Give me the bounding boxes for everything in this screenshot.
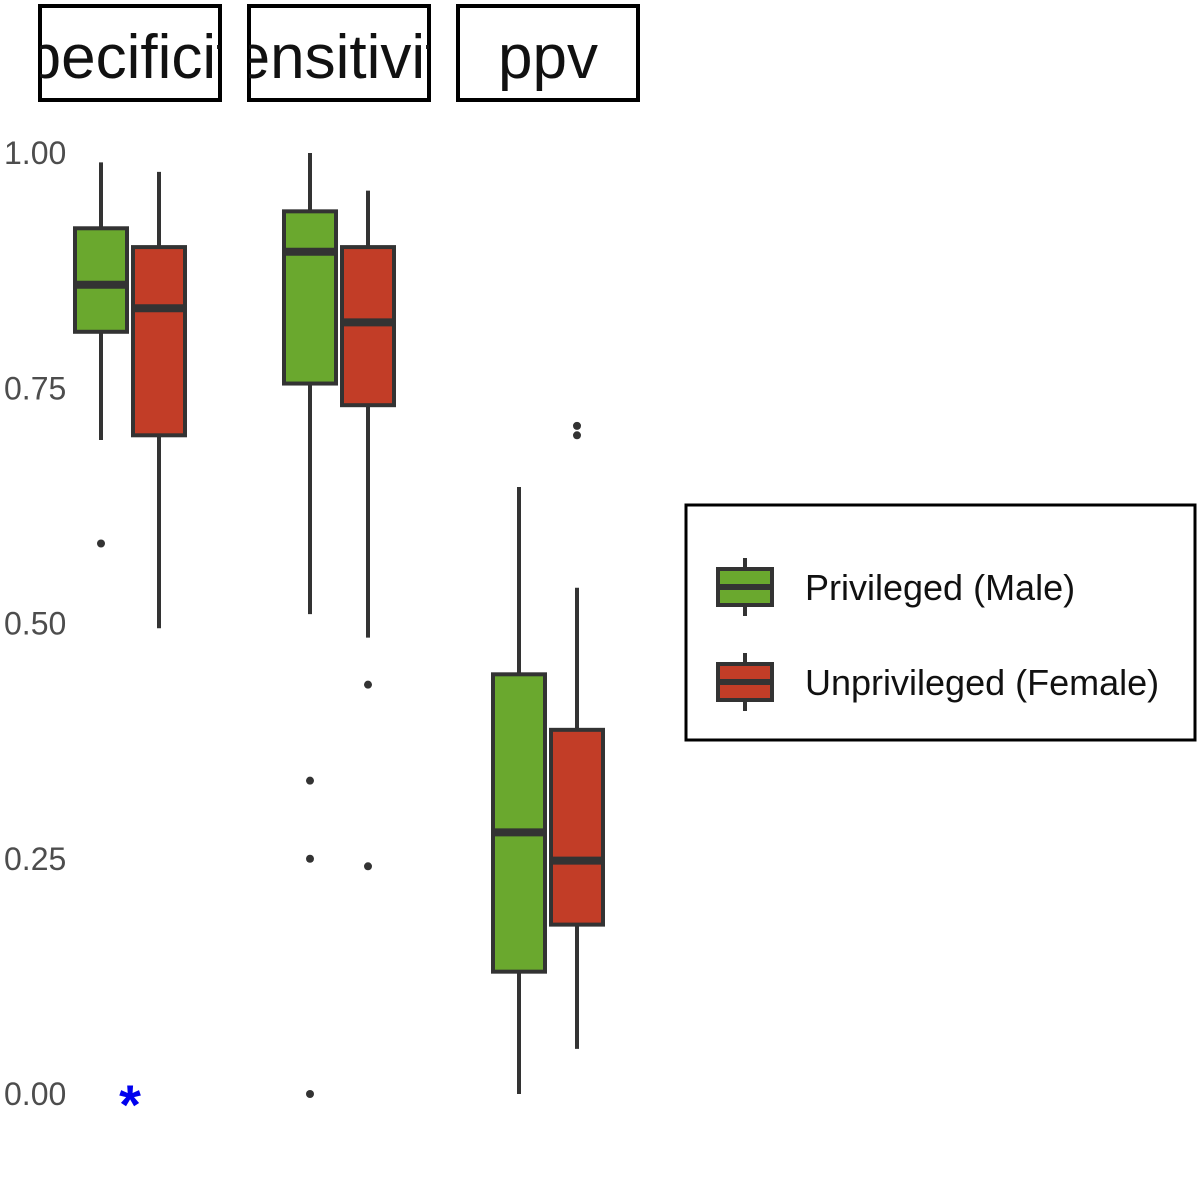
box (282, 209, 338, 386)
box-group (131, 171, 187, 629)
facet-panel (282, 153, 396, 1098)
legend-key (716, 558, 774, 616)
box (491, 672, 547, 974)
box-group (73, 162, 129, 548)
facet-strip-label: specificity (0, 23, 264, 92)
facet-strip-box (38, 4, 222, 102)
facet-strip-label: sensitivity (205, 23, 474, 92)
significance-marker: * (119, 1073, 141, 1136)
legend-label: Unprivileged (Female) (805, 662, 1159, 703)
y-tick-label: 0.00 (4, 1076, 66, 1112)
box-group (491, 487, 547, 1094)
outlier-point (306, 1090, 314, 1098)
y-tick-label: 0.75 (4, 370, 66, 406)
y-tick-label: 0.50 (4, 606, 66, 642)
box (73, 226, 129, 334)
y-axis: 0.00 0.25 0.50 0.75 1.00 (4, 135, 66, 1112)
facet-strip-box (247, 4, 431, 102)
y-tick-label: 0.25 (4, 841, 66, 877)
box-group (549, 421, 605, 1049)
outlier-point (364, 862, 372, 871)
facet-panel: * (73, 162, 187, 1136)
legend-key (716, 653, 774, 711)
outlier-point (306, 776, 314, 785)
box-group (340, 190, 396, 871)
facet-strip-box (456, 4, 640, 102)
box-group (282, 153, 338, 1098)
legend-label: Privileged (Male) (805, 567, 1075, 608)
box (549, 727, 605, 927)
outlier-point (573, 421, 581, 430)
facet-panel (491, 421, 605, 1094)
facet-panels: * (73, 153, 605, 1136)
outlier-point (573, 431, 581, 440)
y-tick-label: 1.00 (4, 135, 66, 171)
legend: Privileged (Male) Unprivileged (Female) (684, 503, 1197, 742)
legend-box (684, 503, 1197, 742)
box (131, 245, 187, 438)
facet-strip-label: ppv (498, 23, 598, 92)
outlier-point (364, 680, 372, 689)
outlier-point (97, 539, 105, 548)
outlier-point (306, 854, 314, 863)
